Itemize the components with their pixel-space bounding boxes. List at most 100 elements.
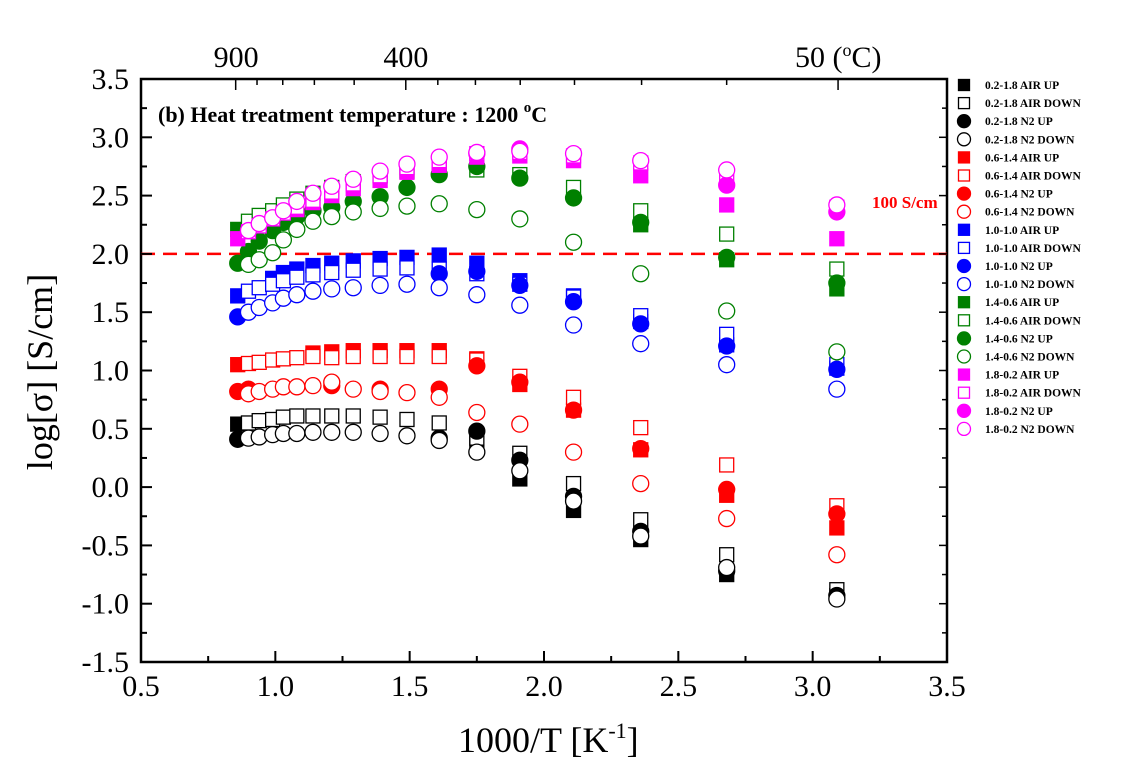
reference-line-label: 100 S/cm	[872, 193, 938, 212]
data-point	[398, 275, 416, 293]
data-point	[304, 423, 322, 441]
data-point	[718, 248, 736, 267]
legend-item: 1.8-0.2 AIR DOWN	[957, 386, 1082, 400]
legend-label: 1.0-1.0 N2 DOWN	[985, 279, 1075, 291]
legend-marker-square-icon	[957, 314, 971, 327]
data-point	[829, 261, 845, 277]
x-tick-label: 1.5	[391, 670, 429, 703]
data-point	[564, 401, 583, 419]
data-point	[305, 348, 321, 365]
series-0-6-1-4-n2-up	[229, 357, 846, 523]
legend-label: 1.8-0.2 AIR DOWN	[985, 388, 1082, 400]
data-point	[399, 260, 415, 276]
data-point	[718, 302, 736, 320]
legend-label: 1.4-0.6 N2 DOWN	[985, 352, 1075, 364]
annotation-sup: o	[524, 100, 532, 116]
data-point	[468, 403, 486, 422]
data-point	[632, 151, 650, 170]
data-point	[828, 343, 846, 361]
data-point	[304, 377, 322, 395]
data-point	[431, 415, 447, 431]
legend-item: 0.6-1.4 AIR UP	[957, 151, 1059, 164]
data-point	[468, 357, 486, 375]
data-point	[304, 184, 322, 202]
legend-label: 1.8-0.2 N2 UP	[985, 406, 1053, 418]
series-0-2-1-8-n2-up	[229, 422, 846, 605]
legend-item: 1.4-0.6 AIR DOWN	[957, 314, 1082, 327]
legend-item: 0.2-1.8 AIR DOWN	[957, 96, 1082, 110]
data-point	[399, 411, 415, 428]
data-point	[251, 412, 267, 429]
data-point	[371, 276, 389, 295]
data-point	[511, 169, 529, 187]
legend-marker-circle-icon	[956, 331, 972, 346]
legend-marker-square-icon	[957, 96, 971, 110]
data-point	[371, 382, 389, 401]
top-axis-label: 50 (oC)	[795, 40, 882, 74]
data-point	[289, 350, 305, 366]
data-point	[828, 274, 846, 292]
y-tick-label: 3.5	[92, 63, 130, 96]
data-point	[371, 162, 389, 180]
y-tick-label: 0.5	[92, 413, 130, 446]
data-point	[718, 176, 736, 194]
data-point	[511, 462, 529, 480]
top-axis-ticks: 900 400 50 (oC)	[214, 40, 882, 90]
data-point	[263, 244, 282, 262]
data-point	[275, 409, 292, 425]
x-tick-label: 3.0	[794, 670, 832, 703]
series-0-6-1-4-air-up	[230, 343, 845, 536]
data-point	[430, 148, 448, 166]
legend-marker-circle-icon	[956, 349, 972, 364]
legend-marker-square-icon	[957, 223, 971, 236]
legend-label: 0.2-1.8 N2 DOWN	[985, 134, 1075, 146]
series-1-0-1-0-n2-down	[239, 275, 846, 398]
data-point	[323, 207, 341, 226]
legend-label: 0.6-1.4 AIR DOWN	[985, 171, 1082, 183]
series-1-4-0-6-n2-up	[229, 157, 846, 292]
data-point	[564, 293, 583, 311]
data-point	[398, 155, 416, 173]
series-1-0-1-0-air-up	[230, 247, 845, 376]
x-tick-label: 2.0	[525, 670, 563, 703]
annotation-tail: C	[531, 102, 547, 127]
legend-marker-circle-icon	[956, 276, 972, 292]
data-point	[828, 360, 846, 378]
series-1-4-0-6-air-up	[230, 217, 845, 297]
series-0-2-1-8-n2-down	[239, 423, 846, 608]
legend-marker-circle-icon	[956, 114, 972, 129]
data-point	[430, 195, 448, 213]
data-point	[564, 189, 583, 207]
data-point	[345, 348, 361, 365]
legend-label: 0.2-1.8 AIR UP	[985, 80, 1059, 92]
y-axis-ticks: -1.5 -1.0 -0.5 0.0 0.5 1.0 1.5 2.0 2.5 3.0 3.5	[82, 63, 947, 679]
data-point	[719, 457, 735, 473]
data-point	[323, 423, 341, 441]
y-tick-label: 2.0	[92, 238, 130, 271]
data-point	[344, 170, 362, 188]
data-point	[718, 161, 736, 179]
data-point	[345, 262, 361, 278]
y-tick-label: 0.0	[92, 471, 130, 504]
data-point	[828, 590, 846, 608]
data-point	[829, 520, 845, 536]
data-point	[398, 427, 416, 445]
data-point	[468, 422, 486, 440]
data-point	[344, 203, 362, 221]
data-point	[829, 231, 845, 247]
legend-label: 0.2-1.8 AIR DOWN	[985, 98, 1082, 110]
data-point	[324, 408, 340, 424]
legend-marker-square-icon	[957, 151, 971, 164]
legend-item: 0.2-1.8 AIR UP	[957, 78, 1059, 92]
legend-marker-square-icon	[957, 169, 971, 182]
data-point	[828, 196, 846, 214]
data-point	[718, 356, 736, 374]
data-point	[430, 431, 448, 450]
data-point	[305, 408, 321, 424]
data-point	[304, 212, 322, 230]
plot-frame	[139, 77, 949, 664]
legend-label: 1.8-0.2 N2 DOWN	[985, 424, 1075, 436]
data-point	[372, 261, 388, 277]
legend-label: 1.8-0.2 AIR UP	[985, 370, 1059, 382]
